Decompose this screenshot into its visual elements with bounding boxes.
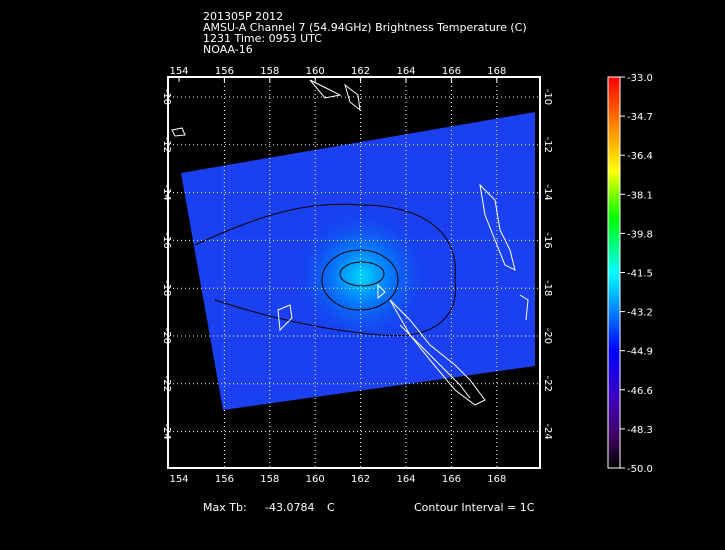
lat-tick-left: -22 bbox=[161, 376, 172, 392]
lon-tick-top: 154 bbox=[169, 66, 188, 77]
max-tb-unit: C bbox=[327, 501, 335, 514]
coastline bbox=[309, 79, 342, 99]
lat-tick-left: -10 bbox=[161, 89, 172, 105]
lat-tick-right: -18 bbox=[542, 280, 553, 296]
lon-tick-bottom: 164 bbox=[396, 474, 415, 485]
colorbar-label: -48.3 bbox=[627, 425, 653, 436]
lon-tick-bottom: 156 bbox=[215, 474, 234, 485]
max-tb-value: -43.0784 bbox=[265, 501, 315, 514]
colorbar-label: -43.2 bbox=[627, 308, 653, 319]
lat-tick-right: -22 bbox=[542, 376, 553, 392]
lat-tick-left: -16 bbox=[161, 232, 172, 248]
lat-tick-right: -10 bbox=[542, 89, 553, 105]
lon-tick-top: 168 bbox=[487, 66, 506, 77]
lon-tick-top: 156 bbox=[215, 66, 234, 77]
lon-tick-bottom: 160 bbox=[306, 474, 325, 485]
coastlines bbox=[171, 79, 529, 406]
lat-tick-right: -14 bbox=[542, 184, 553, 200]
swath bbox=[181, 112, 535, 410]
max-tb-label: Max Tb: bbox=[203, 501, 247, 514]
colorbar-label: -38.1 bbox=[627, 190, 653, 201]
coastline bbox=[519, 294, 529, 321]
frame bbox=[167, 76, 541, 469]
lat-tick-right: -16 bbox=[542, 232, 553, 248]
coastline bbox=[389, 299, 486, 406]
lat-tick-left: -24 bbox=[161, 423, 172, 439]
lon-tick-top: 160 bbox=[306, 66, 325, 77]
colorbar-label: -44.9 bbox=[627, 347, 653, 358]
lat-tick-left: -20 bbox=[161, 328, 172, 344]
contour-line bbox=[321, 249, 399, 311]
lat-tick-left: -12 bbox=[161, 137, 172, 153]
colorbar-label: -34.7 bbox=[627, 112, 653, 123]
lon-tick-bottom: 162 bbox=[351, 474, 370, 485]
coastline bbox=[171, 127, 186, 137]
colorbar: -33.0 -34.7 -36.4 -38.1 -39.8 -41.5 -43.2 -44.9… bbox=[607, 73, 653, 475]
contours bbox=[194, 203, 457, 337]
tick-labels: 154 154 156 156 158 158 160 160 162 162 164 164 166 1… bbox=[161, 66, 553, 485]
colorbar-gradient bbox=[607, 76, 621, 469]
lon-tick-bottom: 166 bbox=[442, 474, 461, 485]
title-line-4: NOAA-16 bbox=[203, 43, 253, 56]
lon-tick-bottom: 154 bbox=[169, 474, 188, 485]
colorbar-label: -39.8 bbox=[627, 229, 653, 240]
lon-tick-bottom: 168 bbox=[487, 474, 506, 485]
colorbar-label: -33.0 bbox=[627, 73, 653, 84]
lon-tick-bottom: 158 bbox=[260, 474, 279, 485]
contour-line bbox=[194, 203, 457, 337]
colorbar-label: -36.4 bbox=[627, 151, 653, 162]
contour-interval: Contour Interval = 1C bbox=[414, 501, 535, 514]
lat-tick-right: -24 bbox=[542, 423, 553, 439]
lat-tick-right: -20 bbox=[542, 328, 553, 344]
lon-tick-top: 166 bbox=[442, 66, 461, 77]
colorbar-label: -50.0 bbox=[627, 464, 653, 475]
lon-tick-top: 164 bbox=[396, 66, 415, 77]
lat-tick-right: -12 bbox=[542, 137, 553, 153]
contour-line bbox=[339, 261, 385, 287]
lon-tick-top: 162 bbox=[351, 66, 370, 77]
coastline bbox=[344, 83, 361, 112]
colorbar-label: -46.6 bbox=[627, 386, 653, 397]
colorbar-label: -41.5 bbox=[627, 269, 653, 280]
lat-tick-left: -14 bbox=[161, 184, 172, 200]
title-line-1: 201305P 2012 bbox=[203, 10, 284, 23]
lat-tick-left: -18 bbox=[161, 280, 172, 296]
coastline bbox=[277, 304, 293, 332]
title-line-2: AMSU-A Channel 7 (54.94GHz) Brightness T… bbox=[203, 21, 527, 34]
title-line-3: 1231 Time: 0953 UTC bbox=[203, 32, 322, 45]
coastline bbox=[399, 324, 471, 399]
lon-tick-top: 158 bbox=[260, 66, 279, 77]
gridlines bbox=[169, 77, 539, 467]
